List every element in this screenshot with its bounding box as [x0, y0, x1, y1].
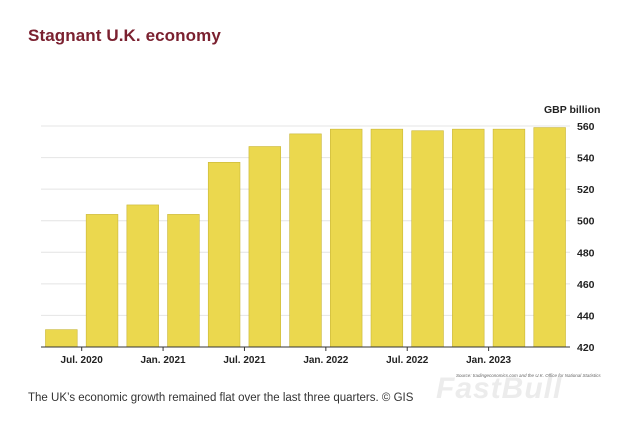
bar — [45, 329, 78, 348]
bar — [85, 214, 119, 348]
x-tick-label: Jan. 2021 — [141, 355, 186, 366]
chart-title: Stagnant U.K. economy — [28, 26, 221, 45]
bar — [533, 127, 566, 348]
watermark-logo: FastBull — [436, 372, 563, 405]
bar — [330, 128, 363, 348]
bar — [452, 128, 485, 348]
x-tick-label: Jan. 2023 — [466, 355, 511, 366]
x-tick-label: Jul. 2020 — [61, 355, 104, 366]
y-tick-label: 420 — [577, 342, 595, 354]
y-tick-label: 520 — [577, 184, 595, 196]
x-tick-label: Jul. 2022 — [386, 355, 429, 366]
bar — [248, 146, 281, 348]
bar — [370, 128, 404, 348]
x-tick-label: Jul. 2021 — [223, 355, 266, 366]
bar — [411, 130, 444, 348]
source-note: Source: tradingeconomics.com and the U.K… — [456, 373, 601, 378]
bar — [207, 162, 241, 348]
y-tick-label: 460 — [577, 279, 595, 291]
bar — [126, 204, 159, 348]
bar — [289, 133, 322, 348]
y-tick-label: 560 — [577, 121, 595, 133]
figure-caption: The UK’s economic growth remained flat o… — [28, 392, 414, 404]
y-tick-label: 500 — [577, 216, 595, 228]
y-axis-unit-label: GBP billion — [544, 104, 601, 116]
y-tick-label: 480 — [577, 247, 595, 259]
bar — [167, 214, 200, 348]
x-tick-label: Jan. 2022 — [303, 355, 348, 366]
bar — [492, 128, 526, 348]
y-tick-label: 540 — [577, 153, 595, 165]
y-tick-label: 440 — [577, 310, 595, 322]
